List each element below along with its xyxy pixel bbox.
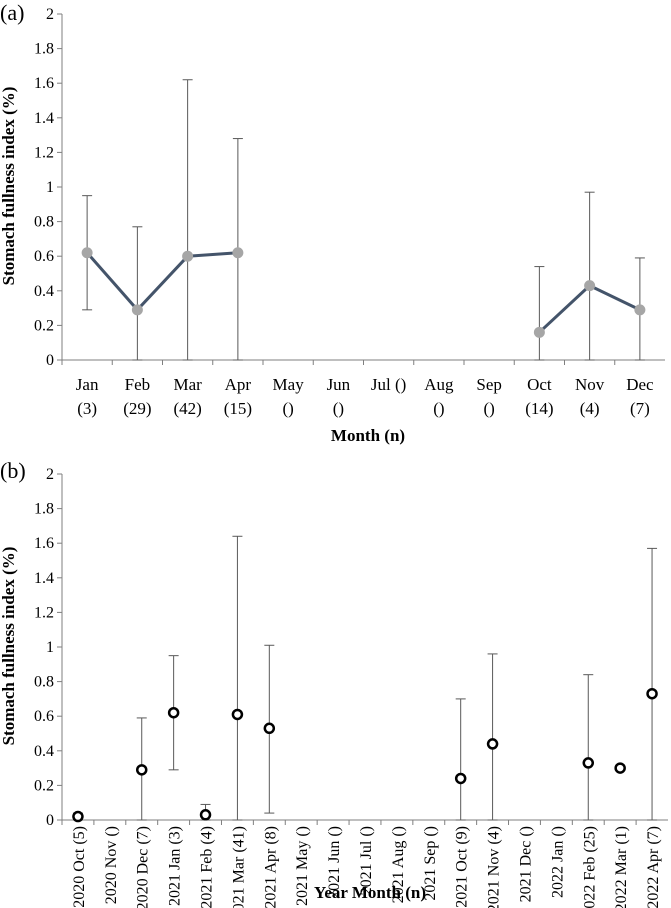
panel-a-data-point: [584, 280, 596, 292]
panel-b-x-tick-label: 2021 Jul (): [358, 826, 375, 895]
panel-b-x-tick-label: 2021 Dec (): [517, 826, 534, 902]
panel-b-data-point: [72, 810, 84, 823]
panel-b-x-tick-label: 2021 Oct (9): [454, 826, 471, 908]
panel-a-x-tick-label: Mar: [173, 375, 202, 394]
panel-b-x-tick-label: 2021 Jan (3): [167, 826, 184, 906]
panel-a-x-tick-label: (29): [123, 399, 151, 418]
y-tick-label: 1.2: [34, 144, 54, 161]
y-tick-label: 0.6: [34, 248, 54, 265]
y-tick-label: 0.8: [34, 214, 54, 231]
panel-a-x-tick-label: Nov: [575, 375, 605, 394]
y-tick-label: 2: [46, 6, 54, 23]
y-tick-label: 0.8: [34, 674, 54, 691]
panel-b-x-tick-label: 2022 Mar (1): [613, 826, 630, 908]
y-tick-label: 2: [46, 466, 54, 483]
panel-a-x-tick-label: Oct: [527, 375, 552, 394]
y-tick-label: 0.4: [34, 743, 54, 760]
panel-b-x-tick-label: 2021 Apr (8): [262, 826, 279, 908]
panel-b-data-point: [135, 764, 148, 776]
y-tick-label: 0.2: [34, 317, 54, 334]
panel-a-data-point: [232, 247, 244, 259]
y-tick-label: 1: [46, 639, 54, 656]
panel-a-x-tick-label: (): [483, 399, 494, 418]
panel-b-data-point: [263, 722, 276, 735]
panel-a-x-tick-label: Aug: [424, 375, 454, 394]
panel-a-x-tick-label: Jul (): [371, 375, 406, 394]
y-tick-label: 0.2: [34, 777, 54, 794]
y-tick-label: 1.4: [34, 570, 54, 587]
y-tick-label: 1: [46, 179, 54, 196]
panel-b: (b) Stomach fullness index (%) Year Mont…: [0, 458, 668, 908]
panel-a-x-tick-label: (15): [224, 399, 252, 418]
y-tick-label: 0.6: [34, 708, 54, 725]
panel-a-data-point: [131, 304, 143, 316]
panel-b-data-point: [167, 706, 180, 719]
panel-a-data-point: [182, 250, 194, 262]
panel-b-x-tick-label: 2021 Aug (): [390, 826, 407, 903]
panel-a-x-tick-label: (4): [580, 399, 600, 418]
panel-b-x-tick-label: 2022 Feb (25): [581, 826, 598, 908]
panel-a-x-tick-label: Jan: [76, 375, 99, 394]
panel-b-x-tick-label: 2020 Dec (7): [135, 826, 152, 908]
y-tick-label: 1.8: [34, 41, 54, 58]
panel-a-x-tick-label: (): [333, 399, 344, 418]
panel-b-x-tick-label: 2021 Nov (4): [486, 826, 503, 908]
panel-a-data-point: [81, 247, 93, 259]
panel-b-data-point: [614, 762, 626, 774]
panel-a-x-tick-label: Sep: [476, 375, 502, 394]
panel-b-x-tick-label: 2022 Jan (): [549, 826, 566, 898]
panel-a-x-tick-label: (42): [173, 399, 201, 418]
panel-b-y-axis-label: Stomach fullness index (%): [0, 547, 18, 746]
panel-a-x-tick-label: (7): [630, 399, 650, 418]
panel-a-label: (a): [0, 0, 24, 25]
panel-a-x-tick-label: (): [282, 399, 293, 418]
y-tick-label: 1.2: [34, 604, 54, 621]
panel-b-x-tick-label: 2022 Apr (7): [645, 826, 662, 908]
panel-a-x-axis-label: Month (n): [331, 426, 405, 445]
panel-a-x-tick-label: (3): [77, 399, 97, 418]
y-tick-label: 0: [46, 352, 54, 369]
panel-b-label: (b): [0, 458, 26, 483]
y-tick-label: 1.6: [34, 75, 54, 92]
panel-b-x-tick-label: 2020 Nov (): [103, 826, 120, 904]
panel-b-x-tick-label: 2021 Sep (): [422, 826, 439, 901]
panel-b-data-point: [582, 757, 595, 769]
y-tick-label: 1.8: [34, 501, 54, 518]
panel-b-data-point: [454, 772, 467, 785]
panel-a-series-line: [85, 251, 238, 312]
panel-a-x-tick-label: (): [433, 399, 444, 418]
panel-b-data-point: [231, 708, 244, 721]
panel-b-data-point: [486, 738, 499, 750]
panel-b-x-tick-label: 2021 Feb (4): [199, 826, 216, 908]
panel-a-y-axis-label: Stomach fullness index (%): [0, 87, 18, 286]
panel-b-data-point: [646, 687, 658, 700]
panel-b-data-point: [199, 809, 212, 821]
y-tick-label: 1.4: [34, 110, 54, 127]
panel-b-x-axis-label: Year Month (n): [314, 883, 426, 902]
panel-b-x-tick-label: 2021 Mar (41): [230, 826, 247, 908]
panel-b-x-tick-label: 2020 Oct (5): [71, 826, 88, 908]
panel-a-x-tick-label: May: [273, 375, 305, 394]
panel-a-data-point: [634, 304, 646, 316]
y-tick-label: 0.4: [34, 283, 54, 300]
y-tick-label: 0: [46, 812, 54, 829]
panel-b-x-tick-label: 2021 May (): [294, 826, 311, 906]
panel-a-x-tick-label: Apr: [225, 375, 252, 394]
panel-a-x-tick-label: (14): [525, 399, 553, 418]
panel-b-x-tick-label: 2021 Jun (): [326, 826, 343, 899]
y-tick-label: 1.6: [34, 535, 54, 552]
panel-a: (a) Stomach fullness index (%) Month (n)…: [0, 0, 665, 445]
panel-a-x-tick-label: Dec: [626, 375, 654, 394]
panel-a-data-point: [533, 326, 545, 338]
panel-a-x-tick-label: Jun: [327, 375, 351, 394]
panel-a-x-tick-label: Feb: [125, 375, 151, 394]
